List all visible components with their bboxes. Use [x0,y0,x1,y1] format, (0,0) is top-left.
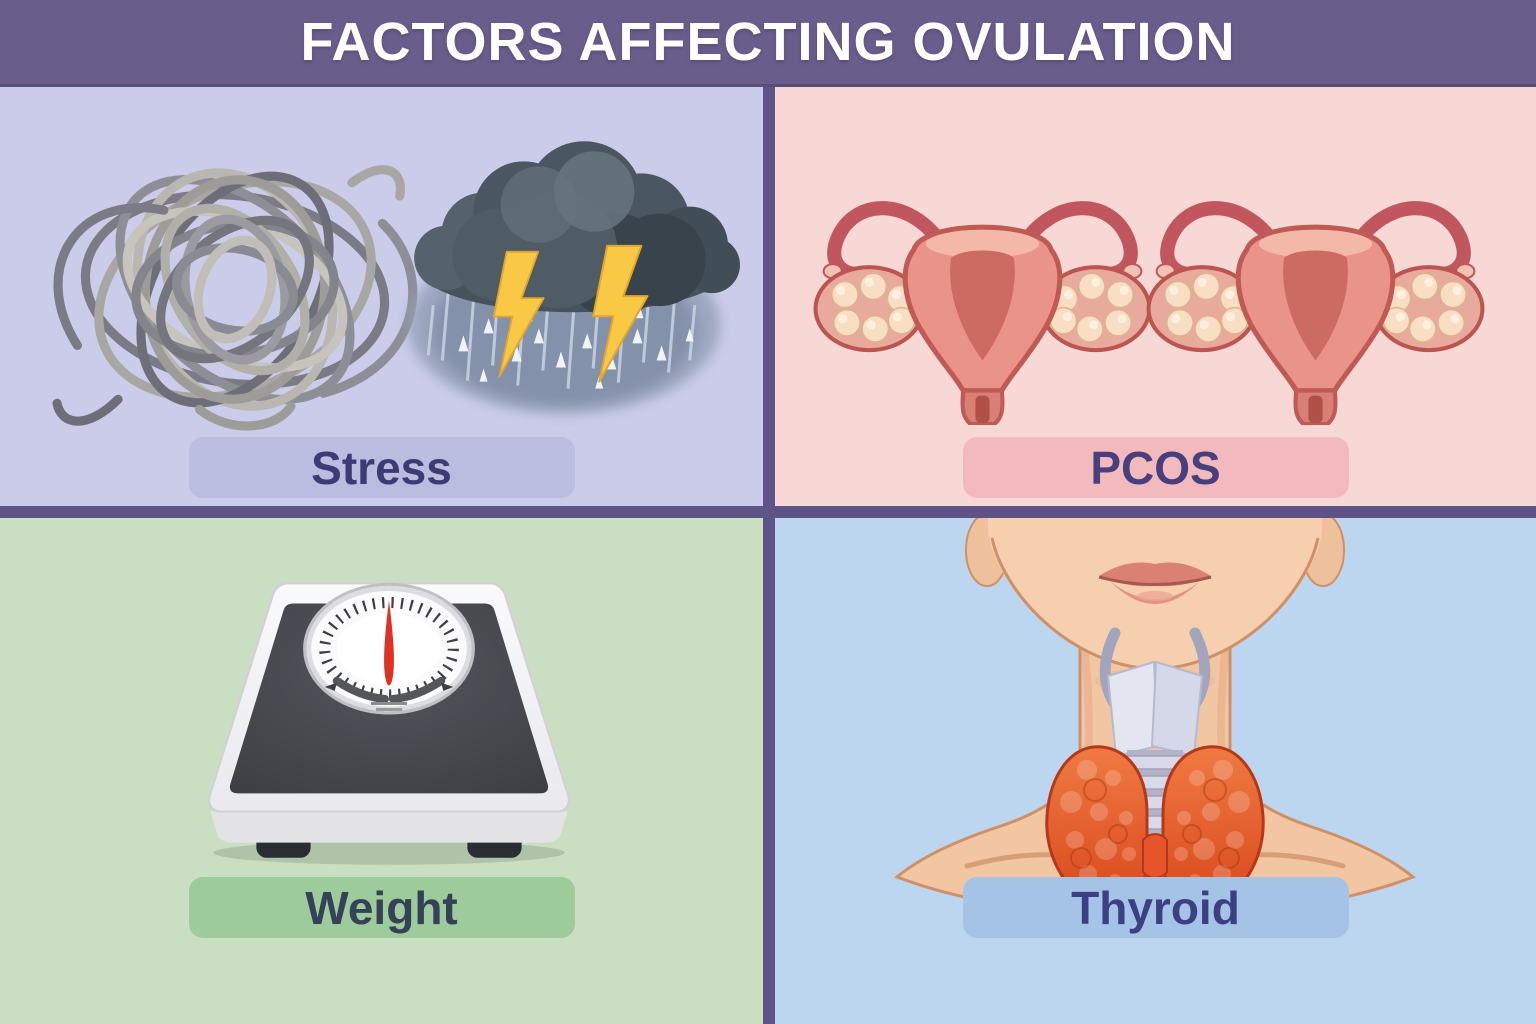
header: FACTORS AFFECTING OVULATION [0,0,1536,87]
weight-label: Weight [188,877,575,938]
quadrant-pcos: PCOS [775,87,1536,506]
polycystic-uterus-icon [1143,167,1488,425]
thyroid-neck-icon [894,518,1416,917]
stress-label: Stress [188,437,575,498]
storm-cloud-lightning-icon [408,141,740,414]
tangled-wire-ball-icon [52,165,418,431]
pcos-label: PCOS [962,437,1349,498]
bathroom-scale-icon [208,582,570,865]
quadrant-stress: Stress [0,87,763,506]
quadrant-thyroid: Thyroid [775,518,1536,1024]
thyroid-label: Thyroid [962,877,1349,938]
page-title: FACTORS AFFECTING OVULATION [300,12,1236,72]
quadrant-weight: Weight [0,518,763,1024]
polycystic-uterus-icon [813,167,1155,425]
